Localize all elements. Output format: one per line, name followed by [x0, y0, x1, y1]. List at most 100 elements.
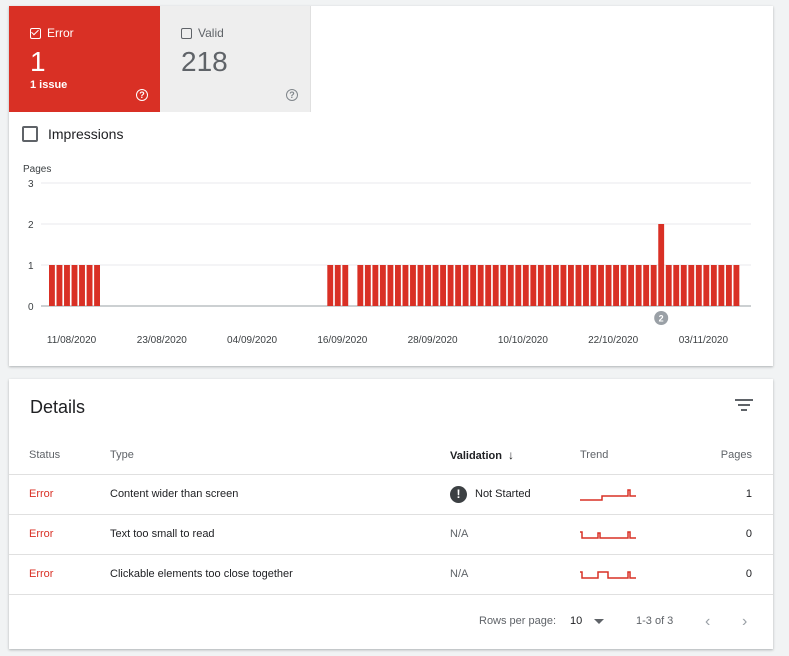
chart-bar	[605, 265, 612, 306]
chart-bar	[568, 265, 574, 306]
x-tick-label: 03/11/2020	[679, 335, 729, 346]
y-tick-label: 1	[28, 261, 34, 272]
chart-bar	[635, 265, 642, 306]
valid-label: Valid	[198, 26, 224, 40]
row-pages: 0	[679, 514, 773, 555]
row-status: Error	[9, 554, 109, 595]
chart-bar	[417, 265, 424, 306]
details-card: Details Status Type Validation ↓ Trend Pa…	[9, 379, 773, 649]
row-trend	[579, 474, 679, 515]
table-row[interactable]: Error Text too small to read N/A 0	[9, 514, 773, 555]
chart-bar	[94, 265, 100, 306]
alert-icon: !	[450, 485, 467, 503]
chart-bar	[688, 265, 695, 306]
chart-bar	[537, 265, 544, 306]
chart-bar	[357, 265, 364, 306]
chart-bar	[590, 265, 597, 306]
chart-bar	[485, 265, 492, 306]
chart-bar	[500, 265, 507, 306]
table-header-row: Status Type Validation ↓ Trend Pages	[9, 437, 773, 475]
chevron-right-icon[interactable]: ›	[742, 613, 748, 630]
chart-bar	[86, 265, 93, 306]
trend-sparkline	[580, 531, 636, 539]
rows-per-page-select[interactable]: 10	[570, 615, 583, 627]
x-tick-label: 23/08/2020	[137, 335, 187, 346]
chevron-left-icon[interactable]: ‹	[705, 613, 711, 630]
x-tick-label: 22/10/2020	[588, 335, 638, 346]
row-pages: 1	[679, 474, 773, 515]
chart-bar	[522, 265, 529, 306]
help-icon[interactable]: ?	[136, 89, 148, 101]
x-tick-label: 10/10/2020	[498, 335, 548, 346]
chart-bar	[470, 265, 477, 306]
chart-bar	[432, 265, 439, 306]
chart-bar	[477, 265, 484, 306]
y-tick-label: 0	[28, 302, 34, 313]
annotation-marker	[654, 311, 669, 325]
column-pages: Pages	[679, 437, 773, 475]
checkbox-checked-icon[interactable]	[30, 27, 41, 39]
chart-bar	[673, 265, 680, 306]
error-tile[interactable]: Error 1 1 issue ?	[9, 6, 160, 112]
chart-bar	[364, 265, 371, 306]
row-pages: 0	[679, 554, 773, 595]
chart-bar	[64, 265, 70, 306]
chart-bar	[440, 265, 446, 306]
chart-bar	[342, 265, 349, 306]
chart-bar	[425, 265, 431, 306]
impressions-label: Impressions	[48, 126, 124, 142]
filter-icon[interactable]	[735, 399, 753, 413]
valid-tile[interactable]: Valid 218 ?	[160, 6, 311, 112]
validation-status: Not Started	[475, 488, 531, 500]
chart-bar	[658, 224, 665, 306]
y-tick-label: 2	[28, 220, 34, 231]
chart-bar	[71, 265, 78, 306]
column-validation-label: Validation	[450, 450, 502, 463]
chart-bar	[680, 265, 687, 306]
checkbox-unchecked-icon[interactable]	[181, 27, 192, 39]
row-status: Error	[9, 474, 109, 515]
rows-per-page-label: Rows per page:	[479, 615, 557, 627]
chart-bar	[462, 265, 469, 306]
chart-bar	[552, 265, 559, 306]
row-validation: N/A	[449, 554, 579, 595]
sort-down-icon[interactable]: ↓	[507, 448, 514, 463]
column-trend: Trend	[579, 437, 679, 475]
chart-bar	[650, 265, 657, 306]
x-tick-label: 16/09/2020	[317, 335, 367, 346]
valid-count: 218	[181, 46, 228, 77]
row-trend	[579, 554, 679, 595]
chart-bar	[507, 265, 514, 306]
pages-chart: Pages 0 1 2 3 2 11/08/2020 23/08/2020 04/09/2020…	[23, 164, 751, 346]
checkbox-unchecked-icon[interactable]	[22, 126, 38, 142]
chart-bar	[710, 265, 717, 306]
error-issues: 1 issue	[30, 79, 68, 91]
table-row[interactable]: Error Clickable elements too close toget…	[9, 554, 773, 595]
chart-bar	[49, 265, 55, 306]
table-row[interactable]: Error Content wider than screen ! Not Sta…	[9, 474, 773, 515]
chart-bar	[598, 265, 604, 306]
chart-bar	[530, 265, 537, 306]
chart-bar	[492, 265, 499, 306]
chart-bar	[703, 265, 710, 306]
caret-down-icon[interactable]	[594, 619, 604, 624]
impressions-toggle[interactable]: Impressions	[22, 126, 123, 142]
chart-bar	[372, 265, 379, 306]
chart-bar	[56, 265, 63, 306]
x-tick-label: 04/09/2020	[227, 335, 277, 346]
row-status: Error	[9, 514, 109, 555]
error-label: Error	[47, 26, 74, 40]
chart-bar	[613, 265, 619, 306]
chart-bar	[583, 265, 589, 306]
help-icon[interactable]: ?	[286, 89, 298, 101]
column-validation[interactable]: Validation ↓	[449, 437, 579, 475]
chart-bar	[379, 265, 386, 306]
chart-bar	[387, 265, 394, 306]
chart-bar	[620, 265, 627, 306]
row-validation: N/A	[449, 514, 579, 555]
chart-bar	[545, 265, 552, 306]
chart-bar	[410, 265, 416, 306]
trend-sparkline	[580, 571, 636, 579]
chart-bar	[575, 265, 582, 306]
annotation-label: 2	[659, 314, 664, 324]
